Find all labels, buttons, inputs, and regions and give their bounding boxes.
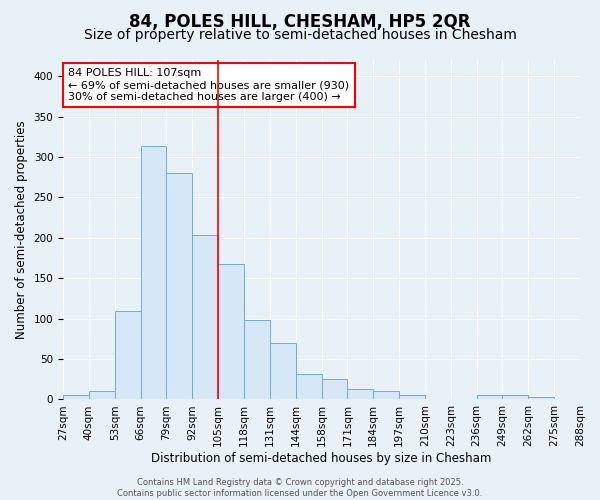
Text: 84, POLES HILL, CHESHAM, HP5 2QR: 84, POLES HILL, CHESHAM, HP5 2QR bbox=[129, 12, 471, 30]
Bar bbox=[296, 374, 322, 400]
Text: Size of property relative to semi-detached houses in Chesham: Size of property relative to semi-detach… bbox=[83, 28, 517, 42]
Bar bbox=[115, 310, 140, 400]
Bar bbox=[322, 380, 347, 400]
Bar bbox=[270, 343, 296, 400]
Bar bbox=[476, 394, 502, 400]
Y-axis label: Number of semi-detached properties: Number of semi-detached properties bbox=[15, 120, 28, 339]
Bar bbox=[502, 394, 529, 400]
Bar bbox=[347, 389, 373, 400]
Bar bbox=[140, 146, 166, 400]
Bar bbox=[373, 390, 399, 400]
Bar bbox=[244, 320, 270, 400]
Text: Contains HM Land Registry data © Crown copyright and database right 2025.
Contai: Contains HM Land Registry data © Crown c… bbox=[118, 478, 482, 498]
Text: 84 POLES HILL: 107sqm
← 69% of semi-detached houses are smaller (930)
30% of sem: 84 POLES HILL: 107sqm ← 69% of semi-deta… bbox=[68, 68, 349, 102]
Bar bbox=[63, 396, 89, 400]
X-axis label: Distribution of semi-detached houses by size in Chesham: Distribution of semi-detached houses by … bbox=[151, 452, 492, 465]
Bar bbox=[192, 236, 218, 400]
Bar bbox=[529, 397, 554, 400]
Bar bbox=[399, 396, 425, 400]
Bar bbox=[218, 264, 244, 400]
Bar bbox=[166, 173, 192, 400]
Bar bbox=[89, 392, 115, 400]
